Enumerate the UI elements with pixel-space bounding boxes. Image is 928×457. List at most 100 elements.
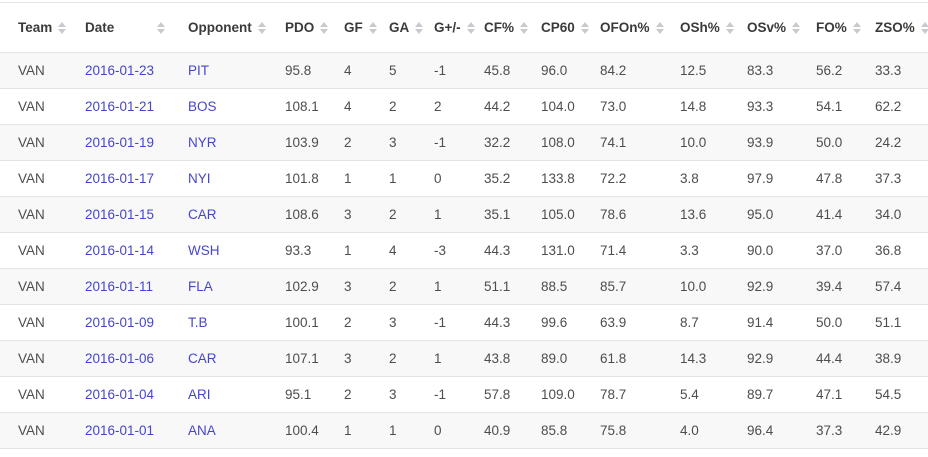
opponent-link[interactable]: CAR bbox=[188, 351, 217, 366]
sort-icon[interactable] bbox=[792, 21, 801, 34]
cell-g_diff: 1 bbox=[416, 196, 466, 233]
column-header-gf[interactable]: GF bbox=[326, 2, 377, 53]
cell-fo_pct: 50.0 bbox=[798, 304, 857, 341]
column-header-inner: CP60 bbox=[523, 20, 589, 35]
column-label-team: Team bbox=[18, 20, 53, 35]
cell-zso_pct: 62.2 bbox=[857, 88, 928, 125]
column-header-ofon_pct[interactable]: OFOn% bbox=[582, 2, 664, 53]
column-header-inner: G+/- bbox=[416, 20, 475, 35]
date-link[interactable]: 2016-01-09 bbox=[85, 315, 155, 330]
sort-desc-caret-icon bbox=[58, 28, 67, 34]
column-header-ga[interactable]: GA bbox=[371, 2, 424, 53]
sort-icon[interactable] bbox=[580, 21, 589, 34]
cell-date: 2016-01-06 bbox=[67, 340, 170, 377]
date-link[interactable]: 2016-01-23 bbox=[85, 63, 155, 78]
opponent-link[interactable]: WSH bbox=[188, 243, 220, 258]
cell-osv_pct: 97.9 bbox=[729, 160, 798, 197]
sort-icon[interactable] bbox=[655, 21, 664, 34]
header-row: Team Date Opponent PDO GF GA G+/- CF% CP60 OFOn% O… bbox=[0, 2, 928, 53]
date-link[interactable]: 2016-01-17 bbox=[85, 171, 155, 186]
sort-desc-caret-icon bbox=[415, 28, 424, 34]
column-header-fo_pct[interactable]: FO% bbox=[798, 2, 861, 53]
cell-cp60: 88.5 bbox=[523, 268, 582, 305]
opponent-link[interactable]: FLA bbox=[188, 279, 213, 294]
cell-gf: 2 bbox=[326, 124, 371, 161]
table-row: VAN 2016-01-11 FLA 102.9 3 2 1 51.1 88.5 85.7 10.0… bbox=[0, 268, 928, 305]
sort-icon[interactable] bbox=[520, 21, 528, 34]
opponent-link[interactable]: NYR bbox=[188, 135, 217, 150]
opponent-link[interactable]: T.B bbox=[188, 315, 208, 330]
cell-opponent: NYR bbox=[170, 124, 267, 161]
table-row: VAN 2016-01-14 WSH 93.3 1 4 -3 44.3 131.0 71.4 3.3… bbox=[0, 232, 928, 269]
column-header-osv_pct[interactable]: OSv% bbox=[729, 2, 801, 53]
cell-osv_pct: 92.9 bbox=[729, 268, 798, 305]
date-link[interactable]: 2016-01-21 bbox=[85, 99, 155, 114]
sort-icon[interactable] bbox=[320, 21, 329, 34]
sort-icon[interactable] bbox=[368, 21, 377, 34]
date-link[interactable]: 2016-01-14 bbox=[85, 243, 155, 258]
cell-team: VAN bbox=[0, 232, 67, 269]
cell-gf: 2 bbox=[326, 376, 371, 413]
column-header-team[interactable]: Team bbox=[0, 2, 67, 53]
cell-osh_pct: 12.5 bbox=[662, 52, 729, 89]
table-row: VAN 2016-01-01 ANA 100.4 1 1 0 40.9 85.8 75.8 4.0 9… bbox=[0, 412, 928, 449]
opponent-link[interactable]: PIT bbox=[188, 63, 210, 78]
sort-icon[interactable] bbox=[725, 21, 734, 34]
column-label-zso_pct: ZSO% bbox=[875, 20, 915, 35]
column-header-cf_pct[interactable]: CF% bbox=[466, 2, 528, 53]
column-label-cf_pct: CF% bbox=[484, 20, 514, 35]
opponent-link[interactable]: CAR bbox=[188, 207, 217, 222]
date-link[interactable]: 2016-01-19 bbox=[85, 135, 155, 150]
cell-date: 2016-01-01 bbox=[67, 412, 170, 449]
cell-team: VAN bbox=[0, 88, 67, 125]
cell-g_diff: 0 bbox=[416, 412, 466, 449]
date-link[interactable]: 2016-01-01 bbox=[85, 423, 155, 438]
cell-opponent: WSH bbox=[170, 232, 267, 269]
column-header-opponent[interactable]: Opponent bbox=[170, 2, 267, 53]
column-label-date: Date bbox=[85, 20, 115, 35]
cell-ofon_pct: 78.7 bbox=[582, 376, 662, 413]
column-header-date[interactable]: Date bbox=[67, 2, 170, 53]
cell-date: 2016-01-19 bbox=[67, 124, 170, 161]
cell-gf: 2 bbox=[326, 304, 371, 341]
cell-opponent: PIT bbox=[170, 52, 267, 89]
opponent-link[interactable]: ARI bbox=[188, 387, 211, 402]
table-row: VAN 2016-01-06 CAR 107.1 3 2 1 43.8 89.0 61.8 14.3… bbox=[0, 340, 928, 377]
cell-osv_pct: 93.3 bbox=[729, 88, 798, 125]
sort-desc-caret-icon bbox=[520, 28, 528, 34]
opponent-link[interactable]: ANA bbox=[188, 423, 216, 438]
sort-icon[interactable] bbox=[415, 21, 424, 34]
opponent-link[interactable]: BOS bbox=[188, 99, 217, 114]
column-header-osh_pct[interactable]: OSh% bbox=[662, 2, 734, 53]
sort-desc-caret-icon bbox=[580, 28, 589, 34]
sort-icon[interactable] bbox=[852, 21, 861, 34]
date-link[interactable]: 2016-01-15 bbox=[85, 207, 155, 222]
column-header-pdo[interactable]: PDO bbox=[267, 2, 329, 53]
date-link[interactable]: 2016-01-06 bbox=[85, 351, 155, 366]
sort-asc-caret-icon bbox=[655, 21, 664, 27]
cell-date: 2016-01-14 bbox=[67, 232, 170, 269]
cell-opponent: FLA bbox=[170, 268, 267, 305]
date-link[interactable]: 2016-01-11 bbox=[85, 279, 154, 294]
sort-desc-caret-icon bbox=[157, 28, 165, 34]
cell-pdo: 102.9 bbox=[267, 268, 326, 305]
column-header-g_diff[interactable]: G+/- bbox=[416, 2, 475, 53]
sort-desc-caret-icon bbox=[466, 28, 475, 34]
stats-table: Team Date Opponent PDO GF GA G+/- CF% CP60 OFOn% O… bbox=[0, 2, 928, 449]
column-header-inner: FO% bbox=[798, 20, 861, 35]
cell-ofon_pct: 85.7 bbox=[582, 268, 662, 305]
sort-icon[interactable] bbox=[920, 21, 928, 34]
cell-g_diff: 2 bbox=[416, 88, 466, 125]
column-label-opponent: Opponent bbox=[188, 20, 252, 35]
sort-icon[interactable] bbox=[157, 21, 165, 34]
column-header-cp60[interactable]: CP60 bbox=[523, 2, 589, 53]
column-header-zso_pct[interactable]: ZSO% bbox=[857, 2, 928, 53]
date-link[interactable]: 2016-01-04 bbox=[85, 387, 155, 402]
sort-icon[interactable] bbox=[58, 21, 67, 34]
sort-icon[interactable] bbox=[257, 21, 266, 34]
cell-zso_pct: 57.4 bbox=[857, 268, 928, 305]
opponent-link[interactable]: NYI bbox=[188, 171, 211, 186]
cell-gf: 3 bbox=[326, 268, 371, 305]
sort-icon[interactable] bbox=[466, 21, 475, 34]
sort-desc-caret-icon bbox=[320, 28, 329, 34]
